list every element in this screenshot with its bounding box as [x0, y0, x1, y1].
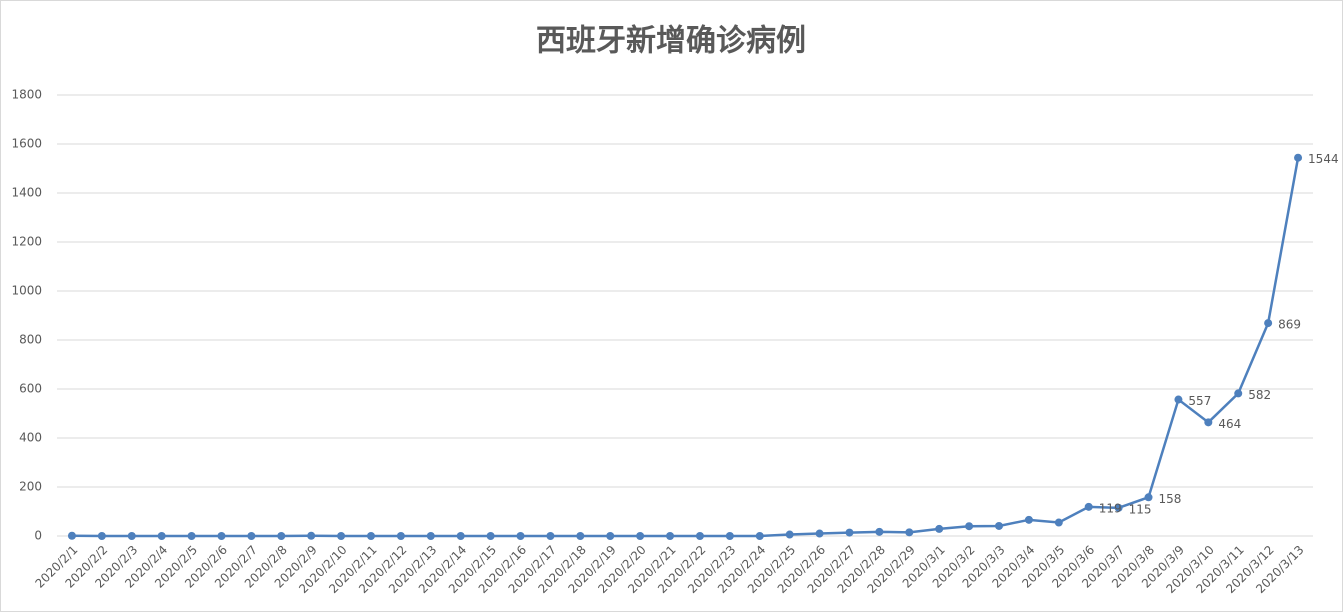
y-tick-label: 400: [19, 431, 42, 445]
data-point: [396, 532, 405, 540]
data-point: [127, 532, 136, 540]
data-point: [875, 527, 884, 536]
data-point: [1024, 515, 1033, 524]
chart-title: 西班牙新增确诊病例: [536, 24, 806, 59]
data-point: [965, 522, 974, 531]
data-point: [187, 532, 196, 540]
data-point: [725, 532, 734, 540]
data-point: [935, 524, 944, 533]
data-point: [1114, 503, 1123, 512]
data-point: [337, 532, 346, 540]
data-point: [546, 532, 555, 540]
data-point: [247, 532, 256, 540]
data-point: [815, 529, 824, 538]
data-point: [1054, 518, 1063, 527]
data-point: [97, 532, 106, 540]
data-label: 158: [1159, 492, 1182, 506]
data-point: [1204, 418, 1213, 427]
data-point: [456, 532, 465, 540]
data-point: [1264, 319, 1273, 328]
series-line: [71, 157, 1300, 538]
data-label: 869: [1278, 318, 1301, 332]
data-point: [426, 532, 435, 540]
y-tick-label: 600: [19, 382, 42, 396]
data-point: [67, 531, 76, 540]
data-point: [1234, 389, 1243, 398]
y-tick-label: 800: [19, 333, 42, 347]
data-label: 1544: [1308, 152, 1339, 166]
data-point: [367, 532, 375, 540]
data-point: [695, 532, 704, 540]
data-point: [277, 532, 286, 540]
data-point: [636, 532, 645, 540]
y-tick-label: 0: [34, 529, 42, 543]
data-point: [905, 528, 914, 537]
data-point: [217, 532, 226, 540]
y-tick-label: 1600: [11, 137, 42, 151]
data-point: [1144, 493, 1153, 502]
data-point: [157, 532, 166, 540]
data-point: [307, 531, 316, 540]
data-point: [1084, 502, 1093, 511]
data-label: 582: [1248, 388, 1271, 402]
data-label: 557: [1188, 394, 1211, 408]
data-point: [486, 532, 495, 540]
data-point: [666, 532, 675, 540]
data-point: [516, 532, 525, 540]
data-point: [606, 532, 615, 540]
data-point: [845, 528, 854, 537]
data-point: [1174, 395, 1183, 404]
y-tick-label: 1400: [11, 186, 42, 200]
y-tick-label: 1800: [11, 88, 42, 102]
data-point: [1294, 153, 1303, 162]
y-tick-label: 1000: [11, 284, 42, 298]
data-point: [785, 530, 794, 539]
data-point: [576, 532, 585, 540]
data-label: 115: [1129, 502, 1152, 516]
y-tick-label: 200: [19, 480, 42, 494]
data-label: 464: [1218, 417, 1241, 431]
data-point: [755, 532, 764, 540]
data-point: [995, 521, 1003, 530]
y-tick-label: 1200: [11, 235, 42, 249]
data-label: 119: [1099, 501, 1122, 515]
